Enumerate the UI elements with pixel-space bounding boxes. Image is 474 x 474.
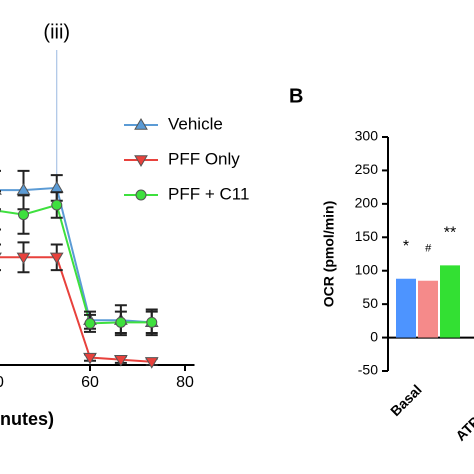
marker [0, 191, 2, 195]
y-axis-label: OCR (pmol/min) [321, 201, 337, 308]
x-tick-label: ATP [452, 413, 474, 443]
series-line [0, 256, 152, 363]
marker [115, 316, 127, 328]
marker [0, 252, 2, 256]
x-axis-label: nutes) [0, 409, 54, 429]
annotation: (iii) [43, 21, 70, 43]
bar [418, 280, 438, 338]
marker [146, 316, 158, 328]
x-tick-label: Basal [387, 381, 425, 419]
bar [440, 265, 460, 338]
marker [134, 118, 148, 130]
marker [135, 189, 147, 201]
y-tick-label: 300 [355, 128, 379, 144]
x-tick-label: 40 [0, 374, 4, 391]
marker [16, 183, 31, 195]
bar [396, 278, 416, 338]
y-tick-label: 100 [355, 261, 379, 277]
marker [18, 209, 29, 221]
legend-label: PFF Only [168, 149, 240, 168]
marker [144, 357, 159, 369]
value-label: # [425, 243, 432, 255]
legend-label: PFF + C11 [168, 184, 249, 203]
y-tick-label: -50 [358, 362, 378, 378]
marker [114, 354, 128, 367]
marker [16, 252, 31, 265]
marker [51, 199, 63, 211]
marker [84, 317, 96, 329]
y-tick-label: 50 [362, 295, 378, 311]
x-tick-label: 80 [176, 374, 194, 391]
marker [83, 352, 97, 365]
marker [134, 155, 148, 167]
panel-label: B [289, 85, 303, 107]
value-label: ** [444, 225, 456, 242]
legend-label: Vehicle [168, 114, 223, 133]
y-tick-label: 250 [355, 161, 379, 177]
marker [49, 180, 64, 193]
value-label: * [403, 238, 409, 255]
x-tick-label: 60 [81, 374, 99, 391]
y-tick-label: 200 [355, 195, 379, 211]
y-tick-label: 150 [355, 228, 379, 244]
marker [49, 252, 64, 265]
y-tick-label: 0 [370, 328, 378, 344]
